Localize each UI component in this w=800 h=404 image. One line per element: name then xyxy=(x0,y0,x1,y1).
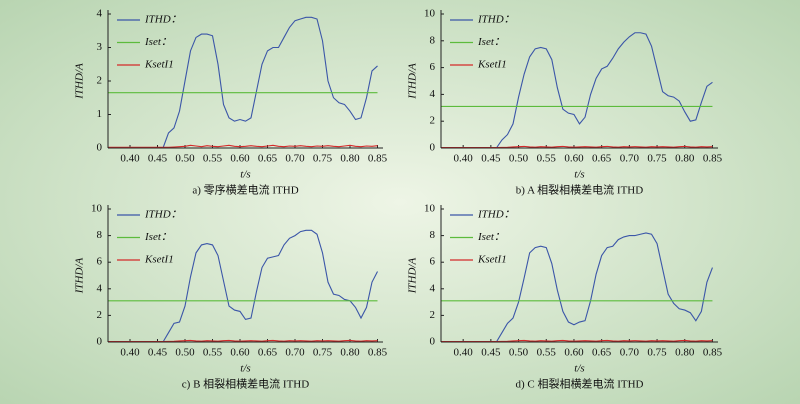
y-tick-label: 6 xyxy=(430,61,436,73)
y-tick-label: 2 xyxy=(97,75,103,87)
x-tick-label: 0.50 xyxy=(175,347,195,359)
x-tick-label: 0.60 xyxy=(564,347,584,359)
x-tick-label: 0.70 xyxy=(285,347,305,359)
y-tick-label: 3 xyxy=(97,41,103,53)
x-tick-label: 0.65 xyxy=(592,153,612,165)
x-tick-label: 0.80 xyxy=(675,153,695,165)
y-tick-label: 1 xyxy=(97,108,103,120)
x-tick-label: 0.40 xyxy=(454,347,474,359)
caption: c) B 相裂相横差电流 ITHD xyxy=(182,377,309,391)
caption: b) A 相裂相横差电流 ITHD xyxy=(516,183,643,197)
caption: a) 零序横差电流 ITHD xyxy=(192,183,298,197)
x-tick-label: 0.50 xyxy=(175,153,195,165)
y-tick-label: 8 xyxy=(430,34,436,46)
legend-label: ITHD： xyxy=(477,209,515,221)
x-tick-label: 0.45 xyxy=(148,153,168,165)
x-tick-label: 0.75 xyxy=(647,347,667,359)
y-axis-label: ITHD/A xyxy=(74,258,86,295)
legend-label: KsetI1 xyxy=(144,59,174,71)
x-tick-label: 0.85 xyxy=(368,347,388,359)
x-axis-label: t/s xyxy=(574,169,584,181)
x-tick-label: 0.70 xyxy=(285,153,305,165)
y-tick-label: 8 xyxy=(97,229,103,241)
x-axis-label: t/s xyxy=(574,363,584,375)
x-tick-label: 0.70 xyxy=(620,153,640,165)
y-tick-label: 4 xyxy=(430,88,436,100)
x-tick-label: 0.65 xyxy=(592,347,612,359)
legend-label: ITHD： xyxy=(144,14,182,26)
x-tick-label: 0.50 xyxy=(509,347,529,359)
series-line xyxy=(108,144,378,148)
legend-label: Iset： xyxy=(477,36,505,48)
y-tick-label: 6 xyxy=(97,256,103,268)
y-axis-label: ITHD/A xyxy=(74,63,86,100)
legend-label: KsetI1 xyxy=(144,254,174,266)
y-tick-label: 0 xyxy=(97,142,103,154)
x-tick-label: 0.85 xyxy=(703,347,723,359)
x-tick-label: 0.80 xyxy=(340,153,360,165)
y-tick-label: 4 xyxy=(430,282,436,294)
legend-label: Iset： xyxy=(144,231,172,243)
y-tick-label: 0 xyxy=(430,142,436,154)
x-tick-label: 0.85 xyxy=(368,153,388,165)
y-tick-label: 4 xyxy=(97,282,103,294)
series-line xyxy=(495,232,713,343)
x-tick-label: 0.80 xyxy=(340,347,360,359)
legend-label: ITHD： xyxy=(477,14,515,26)
x-tick-label: 0.60 xyxy=(230,153,250,165)
x-tick-label: 0.55 xyxy=(537,153,557,165)
x-tick-label: 0.45 xyxy=(481,153,501,165)
legend-label: Iset： xyxy=(477,231,505,243)
y-tick-label: 10 xyxy=(91,203,103,215)
x-tick-label: 0.55 xyxy=(203,153,223,165)
x-axis-label: t/s xyxy=(240,169,250,181)
x-tick-label: 0.70 xyxy=(620,347,640,359)
x-tick-label: 0.50 xyxy=(509,153,529,165)
x-tick-label: 0.60 xyxy=(230,347,250,359)
x-tick-label: 0.45 xyxy=(481,347,501,359)
legend-label: KsetI1 xyxy=(477,59,507,71)
series-line xyxy=(495,32,713,149)
y-tick-label: 2 xyxy=(97,309,103,321)
y-tick-label: 0 xyxy=(430,336,436,348)
series-line xyxy=(162,229,378,343)
y-tick-label: 10 xyxy=(424,8,436,20)
x-tick-label: 0.75 xyxy=(647,153,667,165)
x-tick-label: 0.40 xyxy=(454,153,474,165)
y-tick-label: 4 xyxy=(97,8,103,20)
x-tick-label: 0.65 xyxy=(258,153,278,165)
x-tick-label: 0.40 xyxy=(120,153,140,165)
legend-label: KsetI1 xyxy=(477,254,507,266)
x-tick-label: 0.65 xyxy=(258,347,278,359)
y-tick-label: 2 xyxy=(430,309,436,321)
y-tick-label: 0 xyxy=(97,336,103,348)
y-axis-label: ITHD/A xyxy=(407,63,419,100)
caption: d) C 相裂相横差电流 ITHD xyxy=(515,377,643,391)
y-axis-label: ITHD/A xyxy=(407,258,419,295)
x-tick-label: 0.40 xyxy=(120,347,140,359)
x-tick-label: 0.55 xyxy=(203,347,223,359)
x-tick-label: 0.45 xyxy=(148,347,168,359)
y-tick-label: 8 xyxy=(430,229,436,241)
legend-label: Iset： xyxy=(144,36,172,48)
legend-label: ITHD： xyxy=(144,209,182,221)
x-axis-label: t/s xyxy=(240,363,250,375)
x-tick-label: 0.60 xyxy=(564,153,584,165)
series-line xyxy=(162,16,378,149)
y-tick-label: 6 xyxy=(430,256,436,268)
x-tick-label: 0.75 xyxy=(313,153,333,165)
x-tick-label: 0.85 xyxy=(703,153,723,165)
y-tick-label: 2 xyxy=(430,115,436,127)
x-tick-label: 0.75 xyxy=(313,347,333,359)
x-tick-label: 0.55 xyxy=(537,347,557,359)
x-tick-label: 0.80 xyxy=(675,347,695,359)
y-tick-label: 10 xyxy=(424,203,436,215)
